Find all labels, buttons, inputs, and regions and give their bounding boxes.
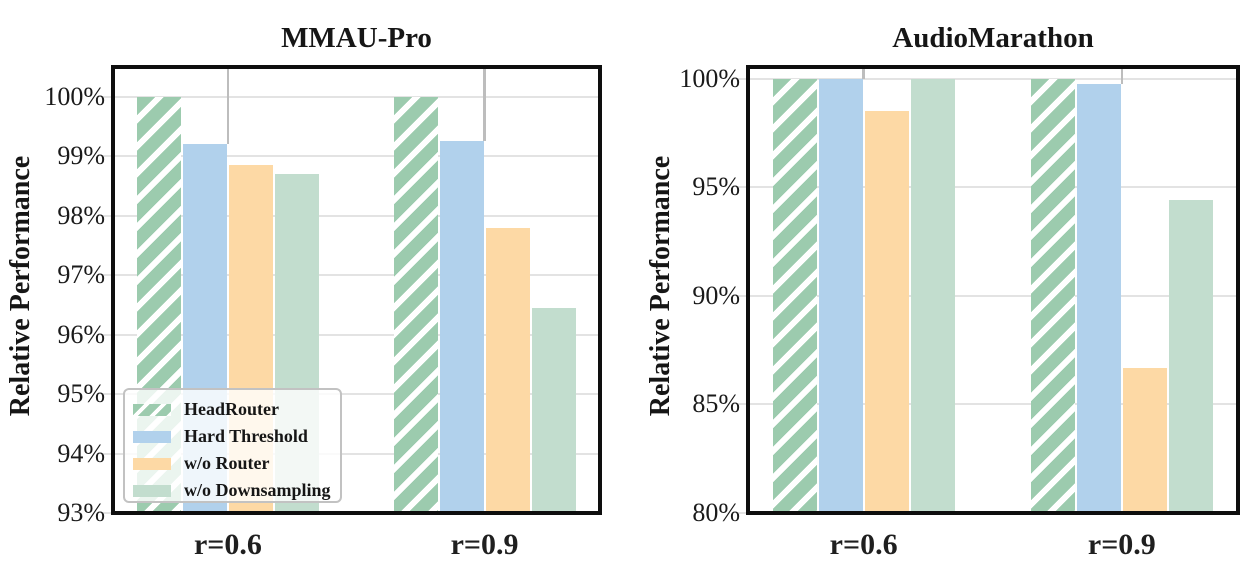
y-tick-label: 100% xyxy=(44,81,105,111)
y-tick-label: 95% xyxy=(57,379,105,409)
bar-hard-threshold-r-0.9 xyxy=(439,141,484,513)
y-gridline xyxy=(103,274,600,277)
legend-label: Hard Threshold xyxy=(184,426,308,446)
x-group-gridline xyxy=(483,67,486,142)
bar-hard-threshold-r-0.9 xyxy=(1076,84,1121,513)
x-tick-label: r=0.9 xyxy=(450,528,519,561)
y-tick-label: 100% xyxy=(679,63,740,93)
y-tick-label: 93% xyxy=(57,498,105,527)
legend-swatch-w-o-downsampling xyxy=(133,484,171,497)
x-tick-label: r=0.6 xyxy=(193,528,262,561)
y-tick-label: 98% xyxy=(57,200,105,230)
legend-item: Hard Threshold xyxy=(133,423,340,450)
y-gridline xyxy=(738,294,1238,297)
bar-w-o-downsampling-r-0.9 xyxy=(1168,200,1213,513)
legend-swatch-headrouter xyxy=(133,403,171,416)
y-gridline xyxy=(738,403,1238,406)
x-group-gridline xyxy=(862,67,865,79)
bar-w-o-router-r-0.9 xyxy=(1122,367,1167,513)
bar-w-o-router-r-0.6 xyxy=(864,111,909,513)
legend-label: HeadRouter xyxy=(184,399,279,419)
y-tick-label: 95% xyxy=(692,172,740,202)
y-gridline xyxy=(103,155,600,158)
bar-w-o-downsampling-r-0.9 xyxy=(531,307,576,513)
y-tick-label: 85% xyxy=(692,389,740,419)
x-tick-label: r=0.9 xyxy=(1087,528,1156,561)
legend-swatch-hard-threshold xyxy=(133,430,171,443)
y-tick-label: 97% xyxy=(57,260,105,290)
bar-hard-threshold-r-0.6 xyxy=(818,78,863,513)
x-group-gridline xyxy=(1120,67,1124,85)
y-gridline xyxy=(103,214,600,217)
y-gridline xyxy=(103,95,600,98)
y-tick-label: 80% xyxy=(692,498,740,527)
bar-headrouter-r-0.6 xyxy=(772,78,817,513)
y-tick-label: 96% xyxy=(57,319,105,349)
y-gridline xyxy=(103,393,600,396)
bar-w-o-router-r-0.9 xyxy=(485,227,530,513)
y-gridline xyxy=(103,452,600,455)
y-gridline xyxy=(738,77,1238,80)
legend-item: HeadRouter xyxy=(133,396,340,423)
legend-item: w/o Router xyxy=(133,450,340,477)
legend-label: w/o Router xyxy=(184,453,270,473)
bar-headrouter-r-0.9 xyxy=(393,96,438,513)
y-tick-label: 94% xyxy=(57,438,105,468)
y-tick-label: 90% xyxy=(692,280,740,310)
chart-title: AudioMarathon xyxy=(892,22,1094,54)
y-tick-label: 99% xyxy=(57,141,105,171)
y-gridline xyxy=(738,186,1238,189)
x-tick-label: r=0.6 xyxy=(829,528,898,561)
plot-area xyxy=(738,65,1240,515)
legend: HeadRouter Hard Threshold w/o Router w/o Do… xyxy=(123,388,342,503)
bar-w-o-downsampling-r-0.6 xyxy=(910,78,955,513)
legend-swatch-w-o-router xyxy=(133,457,171,470)
y-gridline xyxy=(103,333,600,336)
legend-item: w/o Downsampling xyxy=(133,477,340,504)
chart-title: MMAU-Pro xyxy=(281,22,432,54)
legend-label: w/o Downsampling xyxy=(184,480,331,500)
bar-headrouter-r-0.9 xyxy=(1030,78,1075,513)
x-group-gridline xyxy=(226,67,230,145)
